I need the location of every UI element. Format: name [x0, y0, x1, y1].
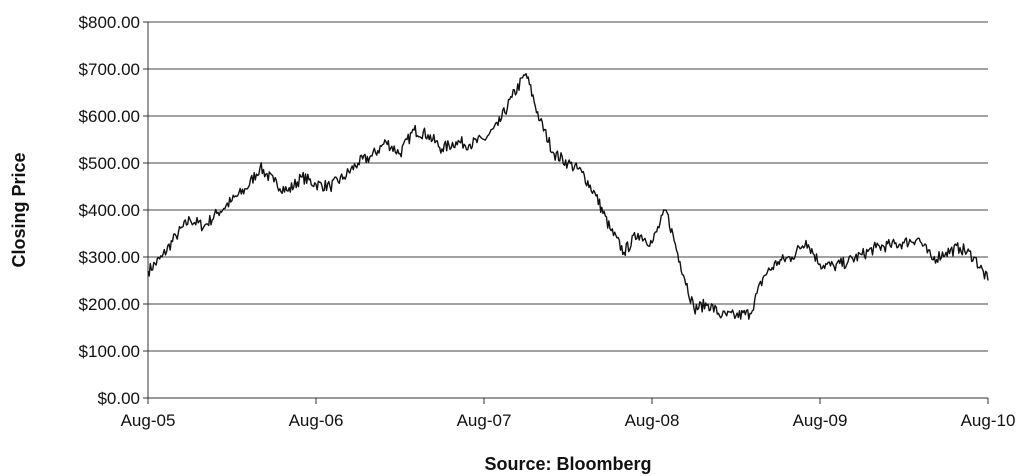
y-tick-label: $700.00	[79, 60, 140, 79]
y-tick-labels: $0.00 $100.00 $200.00 $300.00 $400.00 $500.00…	[79, 13, 148, 408]
y-tick-label: $600.00	[79, 107, 140, 126]
y-tick-label: $300.00	[79, 248, 140, 267]
x-tick-labels: Aug-05 Aug-06 Aug-07 Aug-08 Aug-09 Aug-10	[121, 398, 1016, 430]
closing-price-line	[147, 73, 989, 320]
y-tick-label: $800.00	[79, 13, 140, 32]
x-tick-label: Aug-09	[793, 411, 848, 430]
x-axis-title: Source: Bloomberg	[484, 454, 651, 474]
y-tick-label: $500.00	[79, 154, 140, 173]
x-tick-label: Aug-07	[457, 411, 512, 430]
x-tick-label: Aug-10	[961, 411, 1016, 430]
y-tick-label: $200.00	[79, 295, 140, 314]
x-tick-label: Aug-08	[625, 411, 680, 430]
y-tick-label: $0.00	[97, 389, 140, 408]
y-axis-title: Closing Price	[9, 152, 29, 267]
x-tick-label: Aug-05	[121, 411, 176, 430]
x-tick-label: Aug-06	[289, 411, 344, 430]
gridlines	[148, 21, 988, 352]
y-tick-label: $400.00	[79, 201, 140, 220]
y-tick-label: $100.00	[79, 342, 140, 361]
